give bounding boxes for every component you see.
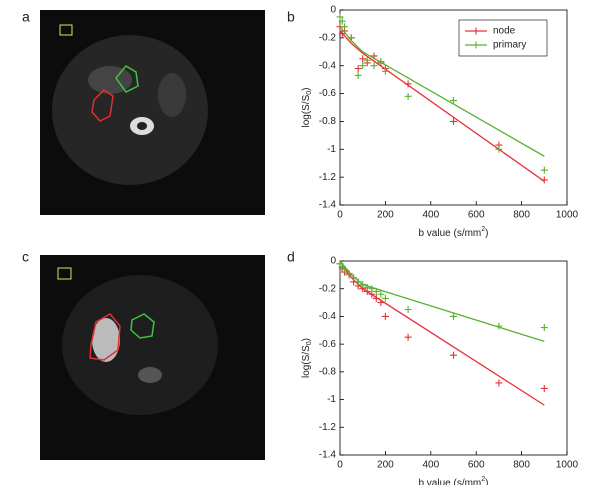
data-point bbox=[450, 351, 457, 359]
data-point bbox=[404, 306, 412, 313]
data-point bbox=[495, 322, 503, 330]
data-point bbox=[377, 299, 385, 307]
data-point bbox=[372, 287, 380, 295]
data-point bbox=[450, 312, 457, 320]
y-tick-label: -0.8 bbox=[319, 366, 337, 377]
y-tick-label: 0 bbox=[330, 5, 336, 16]
data-point bbox=[354, 71, 362, 79]
data-point bbox=[359, 55, 367, 63]
data-point bbox=[336, 13, 344, 21]
data-point bbox=[359, 62, 367, 70]
data-point bbox=[363, 283, 371, 291]
data-point bbox=[338, 17, 346, 25]
mri-image-a bbox=[40, 10, 265, 215]
panel-label: b bbox=[287, 9, 295, 25]
data-point bbox=[341, 23, 349, 31]
data-point bbox=[350, 274, 358, 282]
data-point bbox=[377, 290, 385, 298]
y-tick-label: -0.4 bbox=[319, 60, 337, 71]
legend-label: node bbox=[493, 26, 516, 37]
data-point bbox=[495, 379, 503, 387]
x-tick-label: 800 bbox=[513, 210, 530, 221]
data-point bbox=[368, 285, 376, 293]
data-point bbox=[363, 56, 371, 64]
y-axis-label-part: log(S/S bbox=[301, 94, 312, 127]
x-tick-label: 600 bbox=[468, 210, 485, 221]
data-point bbox=[404, 92, 412, 100]
x-tick-label: 0 bbox=[337, 210, 343, 221]
x-tick-label: 400 bbox=[422, 210, 439, 221]
data-point bbox=[347, 34, 355, 42]
x-tick-label: 1000 bbox=[556, 460, 579, 471]
x-axis-label: b value (s/mm2) bbox=[418, 226, 488, 238]
y-tick-label: 0 bbox=[330, 256, 336, 267]
y-axis-label-part: ) bbox=[301, 87, 312, 90]
x-axis-label-part: b value (s/mm bbox=[418, 228, 481, 239]
y-axis-label: log(S/S0) bbox=[301, 338, 314, 378]
y-tick-label: -0.2 bbox=[319, 32, 337, 43]
y-tick-label: -0.2 bbox=[319, 283, 337, 294]
x-tick-label: 800 bbox=[513, 460, 530, 471]
data-point bbox=[540, 384, 548, 392]
data-point bbox=[540, 324, 548, 332]
x-axis-label-part: 2 bbox=[481, 476, 485, 483]
data-point bbox=[377, 58, 385, 66]
y-tick-label: -1.2 bbox=[319, 422, 337, 433]
panel-label: a bbox=[22, 9, 30, 25]
legend-box bbox=[458, 19, 548, 57]
data-point bbox=[404, 80, 412, 88]
data-point bbox=[354, 278, 362, 286]
y-axis-label-part: 0 bbox=[306, 91, 313, 95]
x-axis-label-part: ) bbox=[485, 478, 488, 485]
y-tick-label: -0.6 bbox=[319, 88, 337, 99]
x-axis-label: b value (s/mm2) bbox=[418, 476, 488, 485]
x-tick-label: 200 bbox=[377, 460, 394, 471]
panel-label: d bbox=[287, 249, 295, 265]
data-point bbox=[341, 265, 349, 273]
y-tick-label: -0.6 bbox=[319, 339, 337, 350]
y-tick-label: -1.4 bbox=[319, 450, 337, 461]
x-tick-label: 400 bbox=[422, 460, 439, 471]
y-tick-label: -1 bbox=[327, 144, 336, 155]
x-tick-label: 200 bbox=[377, 210, 394, 221]
y-tick-label: -0.4 bbox=[319, 311, 337, 322]
y-axis-label-part: 0 bbox=[306, 341, 313, 345]
x-axis-label-part: b value (s/mm bbox=[418, 478, 481, 485]
data-point bbox=[540, 166, 548, 174]
y-tick-label: -1.4 bbox=[319, 200, 337, 211]
y-tick-label: -1 bbox=[327, 394, 336, 405]
x-tick-label: 600 bbox=[468, 460, 485, 471]
data-point bbox=[404, 333, 412, 341]
data-point bbox=[381, 312, 389, 320]
data-point bbox=[372, 294, 380, 302]
y-tick-label: -0.8 bbox=[319, 116, 337, 127]
legend-marker bbox=[472, 41, 480, 49]
data-point bbox=[540, 176, 548, 184]
data-point bbox=[495, 145, 503, 153]
data-point bbox=[345, 269, 353, 277]
data-point bbox=[381, 294, 389, 302]
y-axis-label-part: ) bbox=[301, 338, 312, 341]
data-point bbox=[354, 65, 362, 72]
mri-image-c bbox=[40, 255, 265, 460]
legend-marker bbox=[472, 27, 480, 35]
fit-line bbox=[339, 30, 545, 182]
data-point bbox=[370, 62, 378, 70]
x-tick-label: 1000 bbox=[556, 210, 579, 221]
x-tick-label: 0 bbox=[337, 460, 343, 471]
data-point bbox=[450, 117, 457, 125]
data-point bbox=[359, 281, 367, 289]
x-axis-label-part: 2 bbox=[481, 226, 485, 233]
y-tick-label: -1.2 bbox=[319, 172, 337, 183]
y-axis-label-part: log(S/S bbox=[301, 345, 312, 378]
data-point bbox=[450, 97, 457, 105]
legend-label: primary bbox=[493, 40, 526, 51]
x-axis-label-part: ) bbox=[485, 228, 488, 239]
data-point bbox=[381, 67, 389, 75]
panel-label: c bbox=[22, 249, 29, 265]
y-axis-label: log(S/S0) bbox=[301, 87, 314, 127]
